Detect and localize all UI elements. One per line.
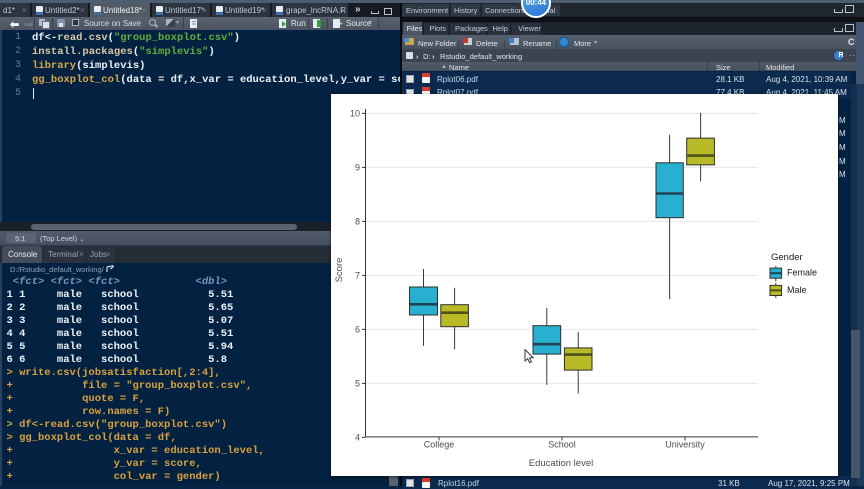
svg-text:9: 9: [355, 162, 360, 172]
svg-text:8: 8: [355, 216, 360, 226]
svg-text:10: 10: [350, 108, 360, 118]
svg-text:7: 7: [355, 270, 360, 280]
svg-text:Education level: Education level: [529, 458, 593, 469]
svg-text:University: University: [665, 440, 705, 450]
svg-text:Gender: Gender: [771, 252, 803, 263]
svg-text:Score: Score: [334, 258, 345, 283]
svg-text:4: 4: [355, 432, 360, 442]
svg-text:Female: Female: [787, 268, 817, 278]
svg-text:5: 5: [355, 378, 360, 388]
svg-text:School: School: [548, 440, 576, 450]
svg-text:6: 6: [355, 324, 360, 334]
svg-text:Male: Male: [787, 285, 807, 295]
svg-text:College: College: [424, 440, 455, 450]
